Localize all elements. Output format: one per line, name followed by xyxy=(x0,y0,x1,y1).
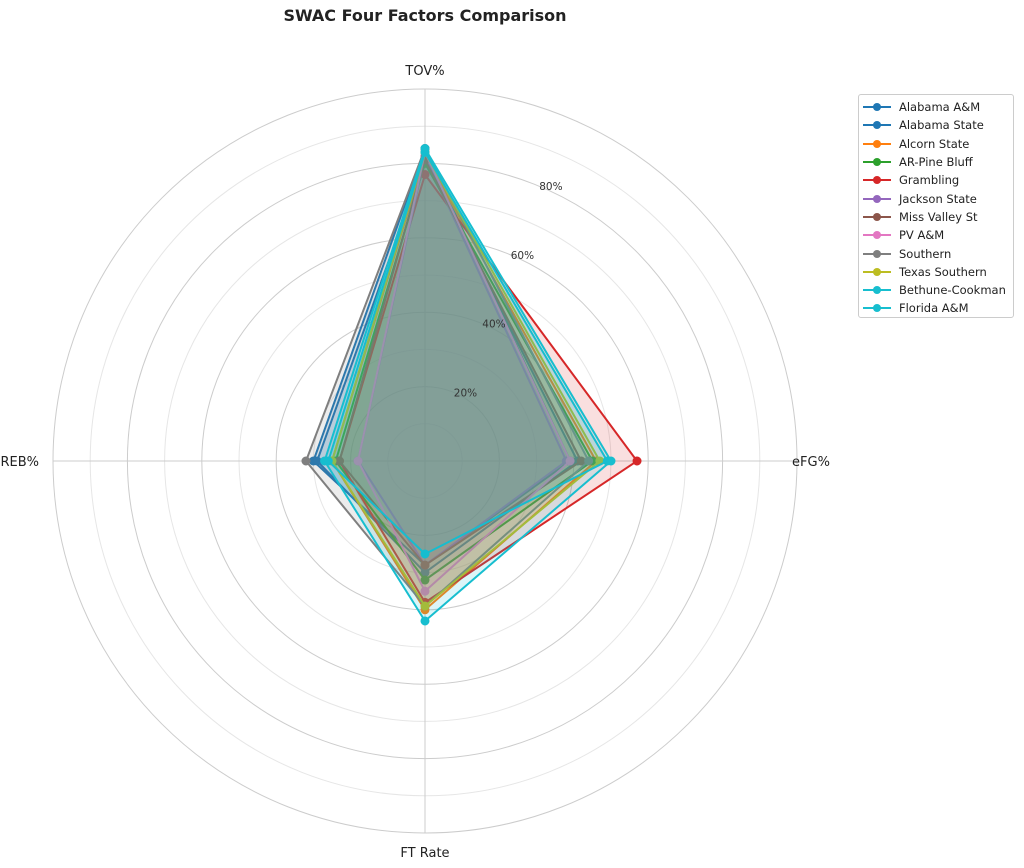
series-point xyxy=(420,575,430,585)
series-point xyxy=(420,144,430,154)
legend-item: Bethune-Cookman xyxy=(859,281,1013,299)
series-point xyxy=(606,456,616,466)
radial-tick-label: 20% xyxy=(454,387,477,399)
series-point xyxy=(420,586,430,596)
series-layer xyxy=(301,144,642,626)
axis-label: OREB% xyxy=(0,455,39,470)
legend-swatch xyxy=(863,157,891,167)
legend-label: Alcorn State xyxy=(899,136,970,151)
legend-label: Jackson State xyxy=(899,191,977,206)
legend-item: Alcorn State xyxy=(859,135,1013,153)
legend-swatch xyxy=(863,194,891,204)
legend-label: Miss Valley St xyxy=(899,209,978,224)
legend-item: Grambling xyxy=(859,171,1013,189)
legend-swatch xyxy=(863,120,891,130)
legend-label: PV A&M xyxy=(899,228,945,243)
legend-item: Florida A&M xyxy=(859,299,1013,317)
series-point xyxy=(320,456,330,466)
axis-label: TOV% xyxy=(404,64,444,79)
legend-item: Texas Southern xyxy=(859,263,1013,281)
axis-label: eFG% xyxy=(792,455,830,470)
legend-swatch xyxy=(863,267,891,277)
series-point xyxy=(353,456,363,466)
series-point xyxy=(420,616,430,626)
series-point xyxy=(420,560,430,570)
legend-swatch xyxy=(863,102,891,112)
series-point xyxy=(632,456,642,466)
legend-swatch xyxy=(863,230,891,240)
legend-label: Alabama State xyxy=(899,118,984,133)
legend-swatch xyxy=(863,285,891,295)
legend-swatch xyxy=(863,175,891,185)
series-point xyxy=(565,456,575,466)
legend-item: Jackson State xyxy=(859,189,1013,207)
series-point xyxy=(420,549,430,559)
radial-tick-label: 60% xyxy=(511,250,534,262)
legend-label: Grambling xyxy=(899,173,960,188)
axis-label: FT Rate xyxy=(400,846,449,861)
axis-labels: 20% 40% 60% 80% eFG% TOV% OREB% FT Rate xyxy=(0,64,830,861)
chart-title: SWAC Four Factors Comparison xyxy=(283,6,567,25)
legend-item: Southern xyxy=(859,244,1013,262)
legend-item: Alabama State xyxy=(859,116,1013,134)
legend-item: Alabama A&M xyxy=(859,98,1013,116)
series-point xyxy=(301,456,311,466)
radial-tick-label: 40% xyxy=(482,319,505,331)
legend-label: Florida A&M xyxy=(899,301,969,316)
series-point xyxy=(584,456,594,466)
legend: Alabama A&M Alabama State Alcorn State AR-P… xyxy=(858,94,1014,318)
legend-swatch xyxy=(863,249,891,259)
legend-item: PV A&M xyxy=(859,226,1013,244)
legend-swatch xyxy=(863,212,891,222)
legend-item: AR-Pine Bluff xyxy=(859,153,1013,171)
legend-label: Bethune-Cookman xyxy=(899,283,1006,298)
legend-label: Texas Southern xyxy=(899,264,987,279)
legend-label: Alabama A&M xyxy=(899,100,981,115)
series-point xyxy=(420,601,430,611)
legend-label: AR-Pine Bluff xyxy=(899,155,973,170)
legend-item: Miss Valley St xyxy=(859,208,1013,226)
legend-label: Southern xyxy=(899,246,952,261)
legend-swatch xyxy=(863,139,891,149)
legend-swatch xyxy=(863,303,891,313)
radial-tick-label: 80% xyxy=(539,181,562,193)
